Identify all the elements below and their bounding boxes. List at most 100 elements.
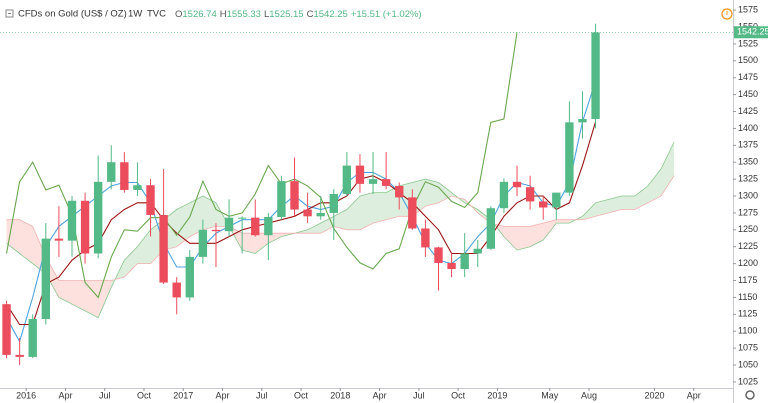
candle-body (552, 192, 561, 208)
last-price-badge (734, 26, 768, 39)
y-tick-label: 1100 (738, 326, 757, 336)
candle-body (395, 185, 404, 198)
cloud-segment (634, 185, 648, 210)
candle-body (107, 162, 116, 182)
candle-body (198, 229, 208, 257)
x-tick-label: 2019 (487, 390, 507, 400)
x-tick-label: 2018 (330, 390, 350, 400)
candle-body (93, 181, 103, 254)
x-tick-label: Jul (413, 390, 425, 400)
candle-body (316, 212, 325, 217)
y-tick-label: 1400 (738, 123, 758, 133)
candle-body (368, 179, 378, 184)
alert-icon[interactable] (721, 8, 733, 20)
x-tick-label: Oct (294, 390, 309, 400)
candle-body (421, 228, 430, 248)
quote-change: +15.51 (+1.02%) (351, 9, 422, 20)
plot-area (0, 23, 733, 366)
cloud-segment (19, 219, 33, 264)
candle-body (539, 201, 548, 208)
candle-body (460, 253, 469, 270)
candle-body (54, 238, 64, 241)
cloud-segment (307, 223, 321, 234)
candle-body (486, 208, 496, 249)
last-price-label: 1542.25 (737, 27, 768, 37)
y-tick-label: 1150 (738, 292, 757, 302)
y-tick-label: 1475 (738, 72, 758, 82)
y-tick-label: 1025 (738, 376, 758, 386)
cloud-segment (582, 202, 596, 220)
candle-body (251, 217, 260, 236)
cloud-segment (58, 280, 72, 305)
quote-label: C (307, 9, 314, 20)
candle-body (329, 194, 338, 213)
candle-body (447, 262, 456, 270)
candle-body (565, 122, 574, 193)
y-tick-label: 1500 (738, 55, 758, 65)
x-tick-label: Oct (137, 390, 152, 400)
x-tick-label: Apr (216, 390, 230, 400)
candle-body (434, 247, 443, 263)
cloud-segment (647, 168, 662, 203)
candle-body (159, 214, 168, 283)
quote: O1526.74 H1555.33 L1525.15 C1542.25 +15.51 (… (175, 9, 422, 20)
candle-body (224, 217, 234, 232)
cloud-segment (6, 219, 20, 254)
indicator-line (6, 121, 597, 326)
y-tick-label: 1275 (738, 207, 758, 217)
quote-value: 1525.15 (269, 9, 303, 20)
indicator-line (5, 32, 518, 299)
symbol: CFDs on Gold (US$ / OZ) (18, 9, 127, 20)
x-tick-label: Jul (256, 390, 268, 400)
cloud-segment (608, 196, 622, 213)
x-tick-label: 2017 (173, 390, 193, 400)
settings-icon[interactable] (745, 390, 755, 400)
candle-body (2, 304, 11, 355)
candle-body (264, 216, 273, 236)
y-tick-label: 1075 (738, 342, 758, 352)
x-tick-label: Aug (581, 390, 597, 400)
cloud-segment (517, 226, 531, 251)
source: TVC (147, 9, 166, 20)
y-tick-label: 1250 (738, 224, 758, 234)
collapse-icon[interactable] (5, 9, 14, 18)
candle-body (185, 256, 194, 298)
cloud-segment (268, 233, 282, 244)
cloud-segment (71, 280, 86, 311)
cloud-segment (556, 219, 570, 224)
quote-value: 1555.33 (227, 9, 261, 20)
candle-body (303, 209, 312, 217)
candle-body (28, 319, 37, 357)
candle-body (408, 197, 417, 229)
quote-value: 1542.25 (313, 9, 347, 20)
candle-body (355, 165, 365, 184)
cloud-segment (595, 199, 609, 217)
quote-label: L (264, 9, 269, 20)
candle-body (41, 238, 51, 320)
span-a-line (6, 141, 675, 319)
y-tick-label: 1200 (738, 258, 758, 268)
candle-body (578, 118, 587, 123)
candle-body (146, 185, 155, 215)
header-bg (2, 6, 392, 22)
cloud-segment (202, 196, 216, 230)
candle-body (67, 200, 77, 241)
candle-body (80, 200, 90, 254)
candle-body (211, 229, 221, 232)
y-tick-label: 1125 (738, 309, 757, 319)
x-tick-label: Oct (451, 390, 466, 400)
candle-body (290, 181, 299, 210)
y-tick-label: 1450 (738, 89, 758, 99)
candle-body (277, 181, 286, 217)
candle-body (15, 354, 24, 357)
x-tick-label: 2016 (16, 390, 36, 400)
cloud-segment (530, 223, 544, 247)
candle-body (133, 185, 142, 190)
interval[interactable]: 1W (128, 9, 142, 20)
y-tick-label: 1050 (738, 359, 758, 369)
candle-body (499, 181, 509, 209)
cloud-segment (438, 182, 452, 203)
cloud-segment (373, 192, 387, 224)
y-tick-label: 1525 (738, 38, 758, 48)
